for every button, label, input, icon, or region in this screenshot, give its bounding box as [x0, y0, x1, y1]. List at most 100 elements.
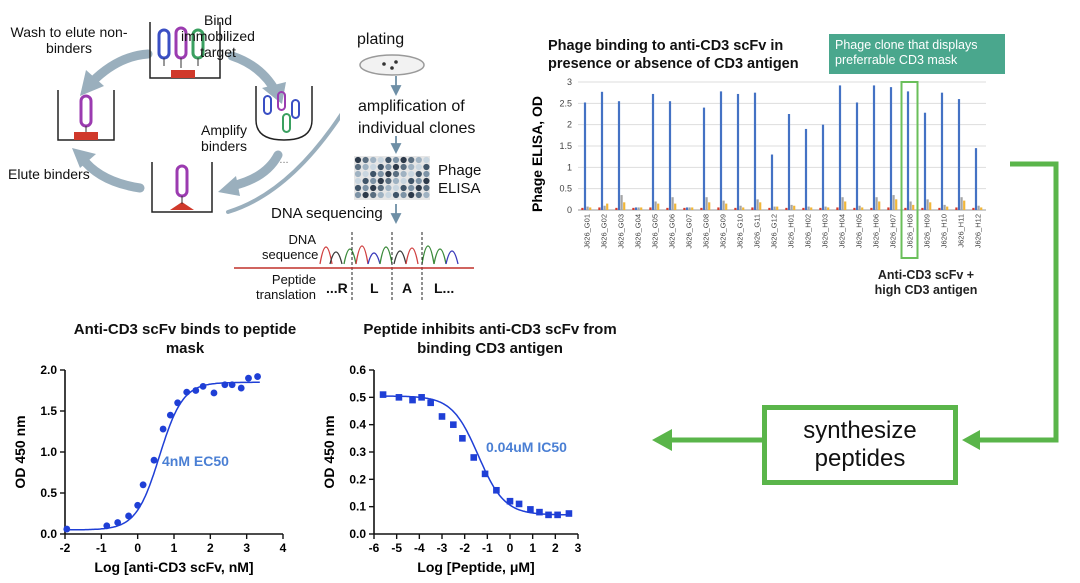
data-point	[470, 454, 478, 461]
bar-J626_H03-s2	[824, 206, 827, 210]
bar-J626_G06-s1	[668, 101, 672, 210]
bar-ytick-label: 0.5	[559, 184, 572, 194]
x-tick-label: 0	[507, 541, 514, 555]
screening-flow-diagram	[354, 54, 430, 225]
bar-chart: Phage ELISA, OD 0 0.5 1 1.5 2 2.5 3 J626_G01 J62…	[529, 77, 986, 259]
bar-J626_H05-s1	[855, 102, 859, 210]
bar-xtick-label: J626_H08	[906, 214, 915, 248]
bar-xtick-label: J626_G05	[651, 214, 660, 249]
bar-J626_H08-s0	[904, 207, 907, 210]
elisa-well	[408, 163, 415, 171]
residue-l: L	[370, 280, 379, 296]
y-tick-label: 0.2	[349, 472, 366, 486]
elisa-well	[415, 177, 422, 185]
data-point	[139, 481, 147, 489]
bar-chart-ylabel: Phage ELISA, OD	[529, 96, 545, 212]
bar-J626_G07-s0	[683, 207, 686, 210]
ec50-title: Anti-CD3 scFv binds to peptide mask	[73, 321, 297, 357]
bar-J626_G09-s0	[717, 207, 720, 210]
bar-J626_G03-s1	[617, 101, 621, 210]
bar-J626_H06-s3	[878, 201, 881, 210]
cycle-arrowheads	[72, 70, 286, 196]
bar-xtick-label: J626_H12	[974, 214, 983, 248]
bar-J626_G04-s2	[637, 207, 640, 210]
bar-J626_H02-s1	[804, 128, 808, 210]
elisa-well	[370, 184, 377, 192]
bar-J626_G11-s2	[756, 199, 759, 210]
bar-J626_G07-s2	[688, 207, 691, 210]
bar-J626_H06-s0	[870, 207, 873, 210]
bar-J626_G11-s3	[759, 202, 762, 210]
elisa-well	[423, 170, 430, 178]
y-tick-label: 0.5	[40, 486, 57, 500]
bar-J626_G03-s2	[620, 195, 623, 210]
bar-J626_H11-s3	[963, 200, 966, 210]
flow-arrows	[390, 76, 402, 225]
bar-J626_G10-s3	[742, 207, 745, 210]
data-point	[527, 506, 534, 513]
bar-J626_G11-s0	[751, 207, 754, 210]
bar-J626_H11-s0	[955, 207, 958, 210]
elisa-well	[370, 163, 377, 171]
bar-J626_H01-s3	[793, 205, 796, 210]
data-point	[554, 511, 561, 519]
bar-J626_G05-s2	[654, 201, 657, 210]
x-tick-label: -1	[96, 541, 107, 555]
bar-J626_G09-s2	[722, 200, 725, 210]
bar-J626_G08-s0	[700, 207, 703, 210]
bar-xtick-label: J626_H05	[855, 214, 864, 248]
synthesize-label: synthesize peptides	[803, 417, 917, 472]
bar-J626_H01-s0	[785, 207, 788, 210]
elisa-well	[423, 184, 430, 192]
elisa-well	[385, 191, 392, 199]
bar-xtick-label: J626_H10	[940, 214, 949, 248]
elisa-well	[362, 170, 369, 178]
elisa-well	[392, 163, 400, 171]
bar-J626_G05-s3	[657, 203, 660, 210]
bar-J626_G01-s3	[589, 207, 592, 210]
bar-J626_H10-s3	[946, 206, 949, 210]
x-tick-label: -1	[482, 541, 493, 555]
bar-J626_H07-s3	[895, 199, 898, 210]
ec50-plot: 0.0 0.5 1.0 1.5 2.0 -2 -1 0 1 2 3 4 Log [anti-CD3 sc…	[12, 363, 287, 575]
elisa-well	[423, 191, 430, 199]
elisa-well	[354, 156, 362, 164]
data-point	[210, 389, 218, 397]
legend-neutravidin-label: Neutravidin only	[562, 268, 632, 297]
bar-J626_G02-s1	[600, 91, 604, 210]
bar-J626_H12-s0	[972, 207, 975, 210]
bar-chart-title: Phage binding to anti-CD3 scFv in presen…	[548, 38, 799, 72]
bar-J626_H09-s1	[923, 112, 927, 210]
bar-ytick-label: 2	[567, 120, 572, 130]
bar-J626_G12-s3	[776, 206, 779, 210]
elisa-well	[423, 156, 430, 164]
data-point	[515, 500, 523, 508]
bar-J626_H11-s1	[957, 99, 961, 210]
bar-J626_G11-s1	[753, 92, 757, 210]
elisa-well	[377, 184, 384, 192]
elisa-well	[370, 191, 377, 199]
bind-target-well	[149, 22, 221, 79]
bar-J626_G06-s0	[666, 207, 669, 210]
elisa-well	[377, 170, 384, 178]
y-tick-label: 0.5	[349, 390, 366, 404]
elisa-well	[415, 184, 422, 192]
bar-J626_G07-s3	[691, 207, 694, 210]
bar-xtick-label: J626_G07	[685, 214, 694, 249]
bar-J626_G04-s0	[632, 207, 635, 210]
legend-scfv-only: Anti-CD3 scFv only	[644, 262, 740, 304]
data-point	[254, 373, 261, 380]
data-point	[409, 396, 416, 404]
bar-J626_H02-s0	[802, 207, 805, 210]
data-point	[134, 501, 142, 509]
bar-xtick-label: J626_G01	[583, 214, 592, 249]
bar-ytick-label: 3	[567, 77, 572, 87]
bar-xtick-label: J626_H03	[821, 214, 830, 248]
x-tick-label: 4	[280, 541, 287, 555]
label-peptide-translation: Peptide translation	[256, 272, 316, 302]
bar-xtick-label: J626_G08	[702, 214, 711, 249]
bar-xtick-label: J626_G10	[736, 214, 745, 249]
elisa-well	[354, 177, 362, 185]
elisa-well	[408, 184, 415, 192]
residue-a: A	[402, 280, 413, 296]
